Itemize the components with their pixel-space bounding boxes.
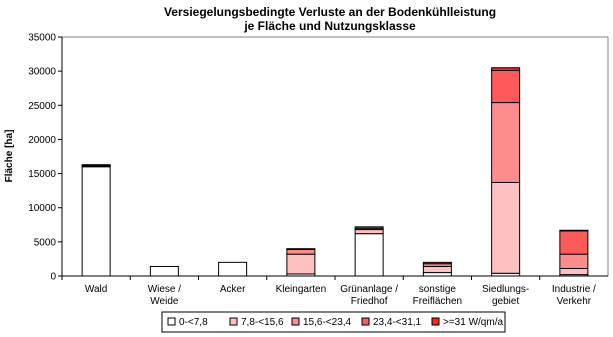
y-tick-label: 5000	[34, 237, 57, 248]
bar-segment	[491, 67, 521, 71]
y-tick-label: 15000	[28, 169, 56, 180]
bar-segment	[354, 233, 384, 277]
bar-segment	[559, 253, 589, 269]
bar-segment	[286, 253, 316, 275]
legend-label: 7,8-<15,6	[241, 317, 284, 328]
bar-segment	[422, 261, 452, 265]
legend-swatch	[291, 317, 300, 326]
bar-segment	[559, 267, 589, 276]
bar-segment	[81, 164, 111, 166]
legend-label: 0-<7,8	[179, 317, 208, 328]
x-tick-label: sonstige	[419, 284, 457, 295]
legend-swatch	[229, 317, 238, 326]
y-tick-label: 25000	[28, 101, 56, 112]
y-tick-label: 0	[50, 272, 56, 283]
y-axis-label: Fläche [ha]	[4, 130, 15, 183]
bar-segment	[491, 69, 521, 104]
x-tick-label: Weide	[150, 296, 179, 307]
bar-segment	[218, 261, 248, 277]
x-tick-label: Industrie /	[552, 284, 596, 295]
bar-segment	[559, 229, 589, 232]
chart-title: Versiegelungsbedingte Verluste an der Bo…	[164, 5, 496, 19]
bar-segment	[422, 272, 452, 277]
x-tick-label: Acker	[220, 284, 246, 295]
bar-segment	[81, 166, 111, 277]
x-tick-label: Grünanlage /	[340, 284, 398, 295]
x-tick-label: Freiflächen	[413, 296, 462, 307]
x-tick-label: Wald	[85, 284, 107, 295]
x-tick-label: Verkehr	[557, 296, 592, 307]
legend-label: >=31 W/qm/a	[443, 317, 503, 328]
legend-swatch	[361, 317, 370, 326]
y-tick-label: 30000	[28, 67, 56, 78]
x-tick-label: Wiese /	[148, 284, 182, 295]
legend-label: 23,4-<31,1	[373, 317, 422, 328]
y-tick-label: 10000	[28, 203, 56, 214]
y-tick-label: 20000	[28, 135, 56, 146]
y-tick-label: 35000	[28, 33, 56, 44]
bar-segment	[354, 229, 384, 235]
bar-segment	[286, 248, 316, 250]
x-tick-label: Friedhof	[351, 296, 388, 307]
plot-area	[61, 36, 609, 277]
x-tick-label: Kleingarten	[276, 284, 327, 295]
legend	[161, 311, 506, 333]
legend-swatch	[431, 317, 440, 326]
x-tick-label: Siedlungs-	[482, 284, 529, 295]
x-tick-label: gebiet	[492, 296, 519, 307]
bar-segment	[149, 265, 179, 277]
bar-segment	[354, 226, 384, 229]
bar-segment	[491, 102, 521, 183]
chart-title: je Fläche und Nutzungsklasse	[243, 19, 416, 33]
legend-swatch	[167, 317, 176, 326]
bar-segment	[286, 248, 316, 255]
legend-label: 15,6-<23,4	[303, 317, 352, 328]
bar-segment	[559, 230, 589, 255]
bar-segment	[491, 181, 521, 274]
bar-segment	[422, 265, 452, 274]
